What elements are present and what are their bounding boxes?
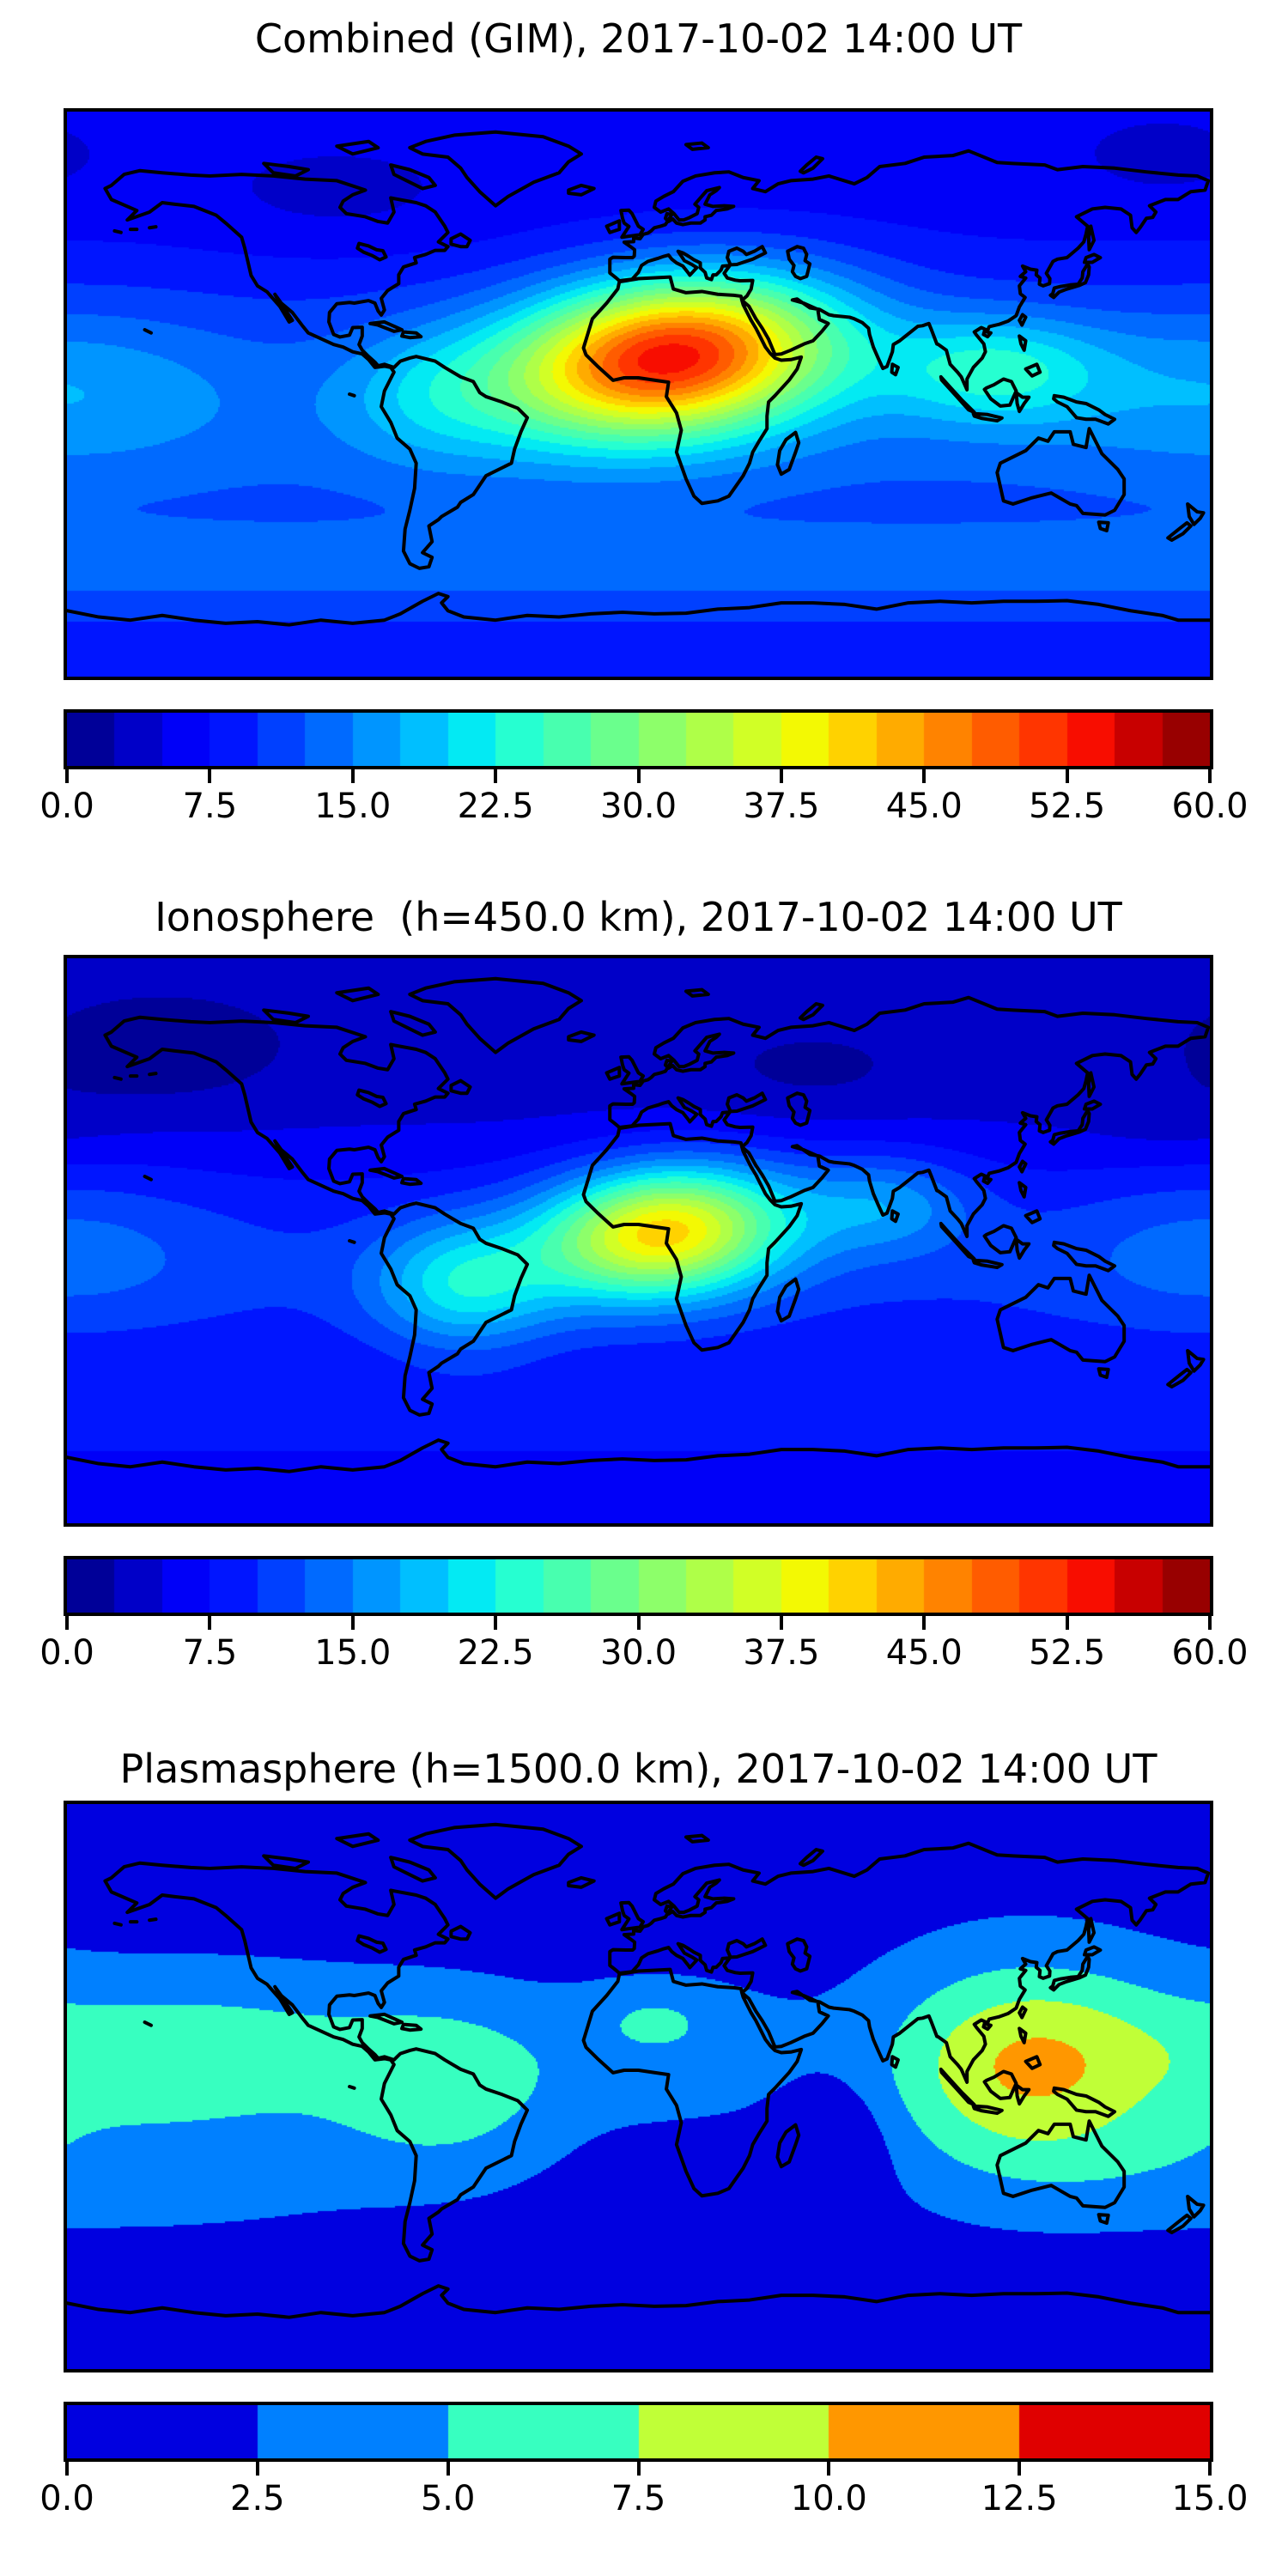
colorbar-tick	[494, 769, 498, 783]
colorbar-tick	[1208, 1616, 1212, 1630]
colorbar-tick	[1065, 1616, 1069, 1630]
colorbar-tick-label: 15.0	[314, 787, 392, 826]
plasmasphere-map-canvas	[67, 1804, 1210, 2369]
colorbar-tick-label: 2.5	[230, 2479, 285, 2518]
combined-colorbar-canvas	[67, 713, 1210, 766]
colorbar-tick-label: 30.0	[599, 1633, 677, 1673]
colorbar-tick	[1208, 2462, 1212, 2476]
colorbar-tick-label: 7.5	[182, 1633, 238, 1673]
colorbar-tick-label: 52.5	[1029, 1633, 1106, 1673]
colorbar-tick	[636, 2462, 641, 2476]
combined-map-canvas	[67, 112, 1210, 677]
colorbar-tick-label: 15.0	[314, 1633, 392, 1673]
colorbar-tick	[1018, 2462, 1022, 2476]
colorbar-tick-label: 12.5	[981, 2479, 1058, 2518]
colorbar-tick-label: 37.5	[743, 787, 820, 826]
combined-colorbar-ticks: 0.0 7.5 15.0 22.5 30.0 37.5 45.0 52.5 60.0	[39, 769, 1249, 838]
colorbar-tick	[208, 1616, 212, 1630]
colorbar-tick-label: 0.0	[39, 787, 94, 826]
colorbar-tick	[922, 769, 927, 783]
colorbar-tick-label: 15.0	[1171, 2479, 1249, 2518]
colorbar-tick	[255, 2462, 259, 2476]
colorbar-tick-label: 37.5	[743, 1633, 820, 1673]
colorbar-tick	[65, 769, 69, 783]
ionosphere-colorbar	[64, 1556, 1213, 1616]
colorbar-tick-label: 7.5	[182, 787, 238, 826]
colorbar-tick	[350, 1616, 355, 1630]
colorbar-tick-label: 0.0	[39, 2479, 94, 2518]
panel-title-combined: Combined (GIM), 2017-10-02 14:00 UT	[254, 15, 1023, 62]
plasmasphere-colorbar-canvas	[67, 2405, 1210, 2458]
combined-colorbar	[64, 709, 1213, 769]
colorbar-tick-label: 5.0	[420, 2479, 476, 2518]
colorbar-tick-label: 22.5	[457, 1633, 534, 1673]
colorbar-tick	[922, 1616, 927, 1630]
colorbar-tick	[827, 2462, 831, 2476]
colorbar-tick-label: 30.0	[599, 787, 677, 826]
ionosphere-colorbar-ticks: 0.0 7.5 15.0 22.5 30.0 37.5 45.0 52.5 60.0	[39, 1616, 1249, 1685]
plasmasphere-colorbar-ticks: 0.0 2.5 5.0 7.5 10.0 12.5 15.0	[39, 2462, 1249, 2530]
colorbar-tick	[446, 2462, 450, 2476]
colorbar-tick	[636, 1616, 641, 1630]
colorbar-tick	[1208, 769, 1212, 783]
colorbar-tick	[494, 1616, 498, 1630]
colorbar-tick-label: 22.5	[457, 787, 534, 826]
colorbar-tick-label: 45.0	[885, 787, 963, 826]
colorbar-tick	[779, 769, 783, 783]
colorbar-tick-label: 60.0	[1171, 787, 1249, 826]
colorbar-tick-label: 10.0	[790, 2479, 867, 2518]
colorbar-tick	[636, 769, 641, 783]
colorbar-tick-label: 7.5	[611, 2479, 666, 2518]
plasmasphere-map	[64, 1801, 1213, 2372]
ionosphere-colorbar-canvas	[67, 1559, 1210, 1613]
colorbar-tick-label: 60.0	[1171, 1633, 1249, 1673]
colorbar-tick	[779, 1616, 783, 1630]
combined-map	[64, 108, 1213, 680]
panel-title-plasmasphere: Plasmasphere (h=1500.0 km), 2017-10-02 1…	[119, 1746, 1157, 1792]
colorbar-tick	[1065, 769, 1069, 783]
ionosphere-map-canvas	[67, 958, 1210, 1523]
colorbar-tick	[350, 769, 355, 783]
panel-title-ionosphere: Ionosphere (h=450.0 km), 2017-10-02 14:0…	[155, 894, 1122, 940]
colorbar-tick	[65, 2462, 69, 2476]
colorbar-tick-label: 52.5	[1029, 787, 1106, 826]
plasmasphere-colorbar	[64, 2402, 1213, 2462]
colorbar-tick	[208, 769, 212, 783]
colorbar-tick-label: 45.0	[885, 1633, 963, 1673]
colorbar-tick-label: 0.0	[39, 1633, 94, 1673]
colorbar-tick	[65, 1616, 69, 1630]
ionosphere-map	[64, 955, 1213, 1527]
